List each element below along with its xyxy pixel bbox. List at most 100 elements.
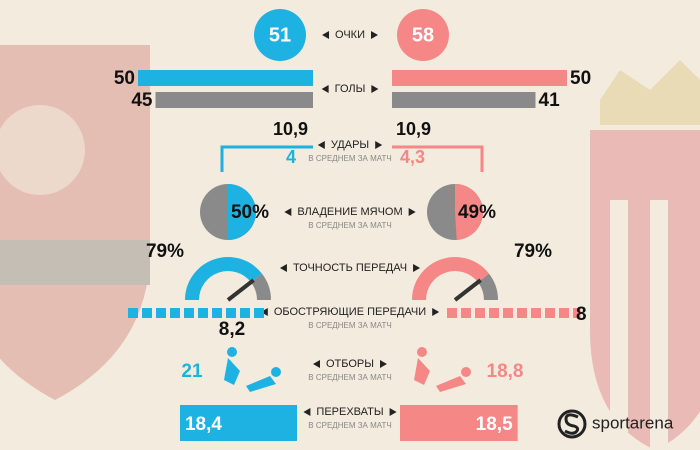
gauge-needle (226, 278, 255, 302)
arrow-left (321, 85, 329, 93)
arrow-left (303, 408, 311, 416)
cross-square (461, 308, 471, 318)
arrow-left (322, 31, 330, 39)
cross-square (156, 308, 166, 318)
row-label: ГОЛЫ (335, 83, 366, 95)
arrow-right (408, 208, 416, 216)
row-note: В СРЕДНЕМ ЗА МАТЧ (308, 321, 391, 330)
player-icon (227, 347, 237, 357)
player-icon (436, 376, 466, 392)
player-icon (417, 347, 427, 357)
cross-square (489, 308, 499, 318)
player-icon (246, 376, 276, 392)
pass-value: 79% (146, 241, 184, 262)
goal-bar (138, 70, 313, 86)
gauge-fill (412, 257, 489, 301)
goal-value: 41 (539, 90, 561, 111)
cross-squares (128, 308, 264, 318)
cross-square (170, 308, 180, 318)
goal-bar (392, 70, 567, 86)
arrow-right (371, 85, 379, 93)
arrow-left (312, 360, 320, 368)
row-note: В СРЕДНЕМ ЗА МАТЧ (308, 154, 391, 163)
row-note: В СРЕДНЕМ ЗА МАТЧ (308, 221, 391, 230)
cross-square (573, 308, 581, 318)
crosses-value: 8,2 (219, 319, 245, 340)
goal-bar (155, 92, 313, 108)
row-note: В СРЕДНЕМ ЗА МАТЧ (308, 373, 391, 382)
arrow-right (413, 264, 421, 272)
player-icon (271, 367, 281, 377)
row-label: ПЕРЕХВАТЫ (316, 406, 383, 418)
row-label: ТОЧНОСТЬ ПЕРЕДАЧ (293, 262, 407, 274)
arrow-left (317, 141, 325, 149)
cross-square (184, 308, 194, 318)
shots-total: 10,9 (396, 119, 431, 139)
goal-value: 45 (131, 90, 153, 111)
arrow-right (375, 141, 383, 149)
points-circle (397, 9, 449, 61)
cross-square (517, 308, 527, 318)
cross-square (559, 308, 569, 318)
pie-slice (455, 184, 484, 240)
arrow-left (284, 208, 292, 216)
pass-value: 79% (514, 241, 552, 262)
tackles-value: 18,8 (487, 361, 524, 382)
cross-square (226, 308, 236, 318)
shots-total: 10,9 (273, 119, 308, 139)
arrow-right (432, 308, 440, 316)
crosses-value: 8 (576, 304, 587, 325)
arrow-right (370, 31, 378, 39)
cross-square (503, 308, 513, 318)
cross-square (447, 308, 457, 318)
pie-slice (228, 184, 256, 240)
cross-square (531, 308, 541, 318)
shots-on-target: 4 (286, 147, 296, 167)
interception-bar (179, 405, 297, 441)
arrow-right (389, 408, 397, 416)
player-icon (224, 358, 240, 385)
player-icon (414, 358, 430, 385)
arrow-right (380, 360, 388, 368)
cross-square (254, 308, 264, 318)
goal-bar (392, 92, 536, 108)
possession-value: 50% (231, 202, 269, 223)
cross-square (240, 308, 250, 318)
gauge-fill (185, 257, 262, 301)
interceptions-value: 18,5 (476, 414, 513, 435)
cross-square (198, 308, 208, 318)
goal-value: 50 (114, 68, 135, 89)
shots-on-target: 4,3 (400, 147, 425, 167)
interceptions-value: 18,4 (185, 414, 222, 435)
row-label: ОБОСТРЯЮЩИЕ ПЕРЕДАЧИ (274, 306, 426, 318)
row-note: В СРЕДНЕМ ЗА МАТЧ (308, 421, 391, 430)
brand-icon (557, 409, 587, 439)
cross-square (545, 308, 555, 318)
points-value: 51 (269, 24, 291, 46)
arrow-left (260, 308, 268, 316)
shots-bracket (220, 145, 313, 172)
row-label: УДАРЫ (331, 139, 369, 151)
possession-value: 49% (458, 202, 496, 223)
arrow-left (279, 264, 287, 272)
right-logo (590, 60, 700, 450)
player-icon (461, 367, 471, 377)
row-label: ВЛАДЕНИЕ МЯЧОМ (297, 206, 402, 218)
cross-square (212, 308, 222, 318)
interception-bar (400, 405, 518, 441)
brand: sportarena (592, 413, 674, 432)
row-label: ОЧКИ (335, 29, 365, 41)
left-logo (0, 45, 150, 400)
cross-square (142, 308, 152, 318)
goal-value: 50 (570, 68, 591, 89)
gauge-rest (477, 273, 498, 301)
points-value: 58 (412, 24, 434, 46)
cross-square (128, 308, 138, 318)
cross-square (475, 308, 485, 318)
points-circle (254, 9, 306, 61)
gauge-needle (453, 278, 482, 302)
shots-bracket (392, 145, 484, 172)
